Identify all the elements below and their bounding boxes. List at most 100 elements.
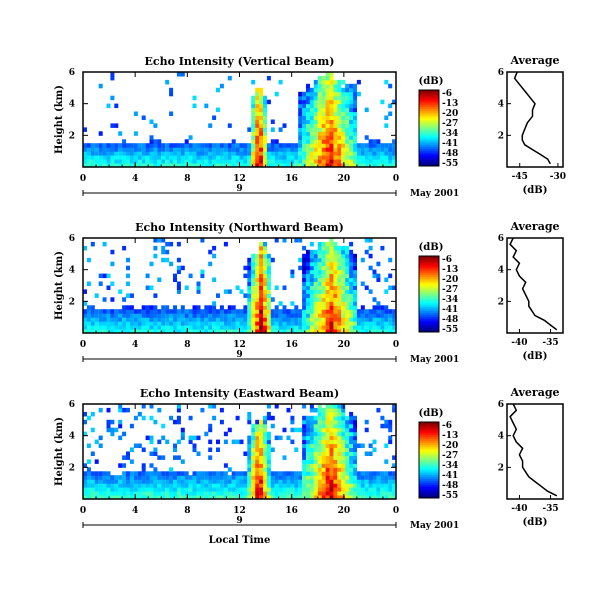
heatmap-cell <box>337 277 342 282</box>
heatmap-cell <box>333 261 338 267</box>
heatmap-cell <box>118 435 123 441</box>
heatmap-cell <box>263 249 267 255</box>
heatmap-cell <box>266 257 271 263</box>
heatmap-cell <box>145 313 150 318</box>
heatmap-cell <box>200 407 205 413</box>
heatmap-cell <box>173 443 177 448</box>
heatmap-cell <box>325 111 330 116</box>
heatmap-cell <box>188 479 193 484</box>
heatmap-cell <box>216 313 220 318</box>
heatmap-cell <box>325 103 330 109</box>
heatmap-cell <box>259 87 264 93</box>
heatmap-cell <box>325 325 330 330</box>
heatmap-cell <box>180 159 185 164</box>
heatmap-cell <box>129 487 134 492</box>
heatmap-cell <box>309 463 314 468</box>
heatmap-cell <box>337 491 342 496</box>
heatmap-cell <box>356 321 361 326</box>
heatmap-cell <box>325 151 330 156</box>
heatmap-cell <box>263 159 267 164</box>
heatmap-cell <box>345 479 350 484</box>
heatmap-cell <box>110 479 115 484</box>
heatmap-cell <box>259 431 264 437</box>
heatmap-cell <box>333 241 338 247</box>
heatmap-cell <box>356 471 361 476</box>
heatmap-cell <box>251 321 256 326</box>
heatmap-cell <box>227 123 232 128</box>
heatmap-cell <box>133 471 138 476</box>
heatmap-cell <box>263 127 267 132</box>
heatmap-cell <box>247 309 252 314</box>
heatmap-cell <box>302 329 307 334</box>
heatmap-cell <box>290 487 295 492</box>
heatmap-cell <box>219 321 224 326</box>
heatmap-cell <box>341 455 346 460</box>
colorbar-segment <box>419 456 439 459</box>
heatmap-cell <box>329 107 334 113</box>
heatmap-cell <box>353 443 357 448</box>
heatmap-cell <box>251 491 256 496</box>
heatmap-cell <box>317 111 322 116</box>
heatmap-cell <box>353 265 357 271</box>
heatmap-cell <box>153 483 158 488</box>
heatmap-cell <box>110 495 115 500</box>
colorbar-segment <box>419 158 439 161</box>
heatmap-cell <box>200 147 205 152</box>
heatmap-cell <box>251 475 256 480</box>
heatmap-cell <box>90 475 95 480</box>
heatmap-cell <box>176 285 181 290</box>
average-y-tick-label: 6 <box>498 234 504 244</box>
heatmap-cell <box>353 281 357 286</box>
heatmap-cell <box>141 467 146 472</box>
colorbar-segment <box>419 454 439 457</box>
heatmap-cell <box>376 313 381 318</box>
heatmap-cell <box>353 495 357 500</box>
heatmap-cell <box>298 131 303 136</box>
heatmap-cell <box>309 135 314 140</box>
heatmap-cell <box>306 123 310 128</box>
heatmap-cell <box>356 309 361 314</box>
heatmap-cell <box>356 483 361 488</box>
heatmap-cell <box>235 285 240 290</box>
heatmap-cell <box>110 163 115 168</box>
heatmap-cell <box>184 471 189 476</box>
heatmap-cell <box>353 293 357 298</box>
heatmap-cell <box>302 317 307 322</box>
heatmap-cell <box>353 487 357 492</box>
heatmap-cell <box>345 269 350 275</box>
heatmap-cell <box>329 329 334 334</box>
heatmap-cell <box>286 317 291 322</box>
heatmap-cell <box>165 325 170 330</box>
heatmap-cell <box>392 313 397 318</box>
heatmap-cell <box>219 143 224 148</box>
heatmap-cell <box>110 325 115 330</box>
heatmap-cell <box>337 435 342 441</box>
heatmap-cell <box>274 143 279 148</box>
heatmap-cell <box>337 143 342 148</box>
heatmap-cell <box>145 435 150 441</box>
heatmap-cell <box>188 317 193 322</box>
y-tick-label: 2 <box>69 131 75 141</box>
heatmap-cell <box>360 155 365 160</box>
heatmap-cell <box>243 483 248 488</box>
heatmap-cell <box>251 459 256 464</box>
heatmap-cell <box>247 475 252 480</box>
heatmap-cell <box>388 435 393 441</box>
heatmap-cell <box>122 317 127 322</box>
heatmap-cell <box>325 99 330 105</box>
heatmap-cell <box>263 95 267 101</box>
heatmap-cell <box>290 159 295 164</box>
heatmap-cell <box>313 427 318 433</box>
heatmap-cell <box>247 289 252 294</box>
heatmap-cell <box>337 245 342 251</box>
heatmap-cell <box>384 309 389 314</box>
heatmap-cell <box>270 479 275 484</box>
heatmap-cell <box>98 159 103 164</box>
heatmap-cell <box>137 151 142 156</box>
heatmap-cell <box>306 103 310 109</box>
heatmap-cell <box>251 431 256 437</box>
heatmap-cell <box>337 269 342 275</box>
heatmap-cell <box>337 329 342 334</box>
heatmap-cell <box>353 325 357 330</box>
x-tick-label: 4 <box>132 174 138 184</box>
